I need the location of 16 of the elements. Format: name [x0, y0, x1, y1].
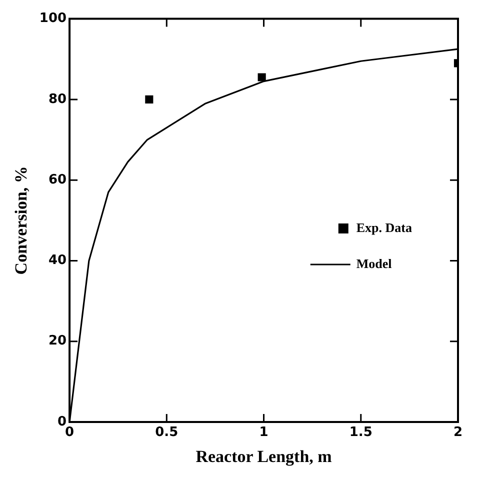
y-tick-label: 20	[48, 334, 67, 349]
x-tick-label: 1	[259, 425, 268, 440]
x-tick-label: 2	[453, 425, 463, 440]
y-tick-label: 80	[48, 92, 67, 107]
y-tick-label: 100	[39, 11, 67, 26]
point	[258, 73, 266, 82]
y-tick-label: 0	[57, 414, 67, 430]
x-axis-title: Reactor Length, m	[196, 447, 332, 466]
legend-label: Model	[356, 256, 392, 271]
point	[145, 95, 154, 104]
y-tick-label: 40	[48, 253, 67, 268]
x-tick-label: 1.5	[349, 425, 372, 440]
legend-label: Exp. Data	[356, 220, 412, 235]
y-tick-label: 60	[48, 172, 67, 188]
x-tick-label: 0.5	[155, 425, 178, 440]
y-axis-title: Conversion, %	[12, 166, 31, 275]
